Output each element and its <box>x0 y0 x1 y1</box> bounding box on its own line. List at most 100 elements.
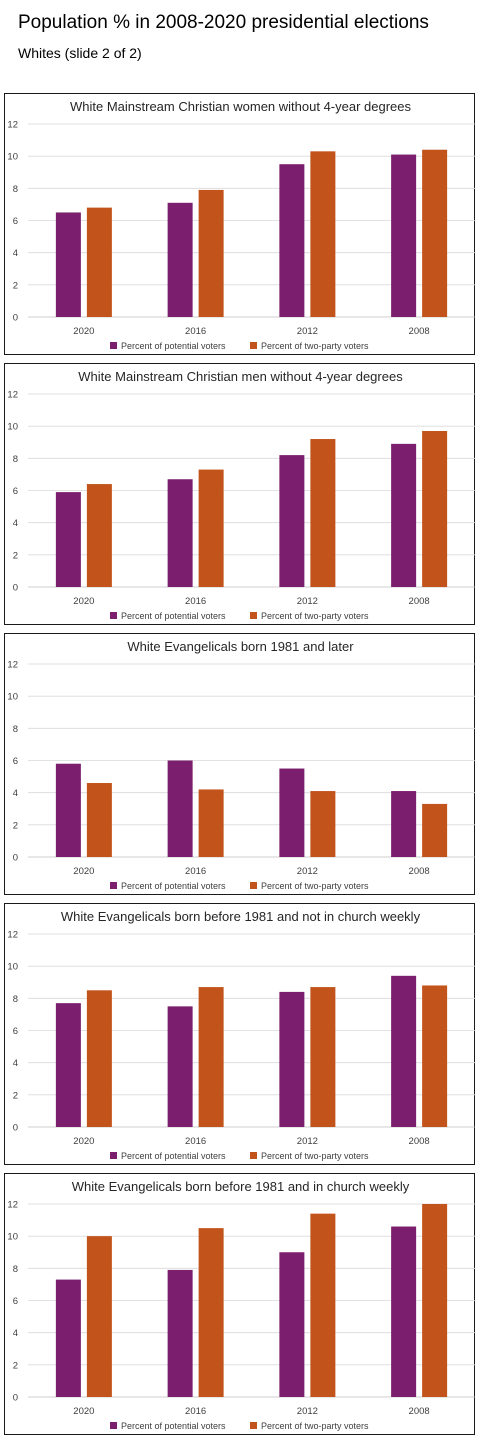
bar-potential-voters <box>391 154 417 317</box>
chart-svg: White Evangelicals born before 1981 and … <box>7 1179 475 1431</box>
x-tick-label: 2008 <box>409 1406 430 1417</box>
x-tick-label: 2016 <box>185 1136 206 1147</box>
y-tick-label: 2 <box>13 280 18 291</box>
legend-swatch <box>110 1152 117 1159</box>
bar-two-party-voters <box>86 207 112 317</box>
y-tick-label: 12 <box>7 120 18 131</box>
bar-potential-voters <box>167 479 193 587</box>
legend-swatch <box>250 882 257 889</box>
bar-potential-voters <box>55 492 81 587</box>
bar-potential-voters <box>279 455 305 587</box>
x-tick-label: 2020 <box>73 1406 94 1417</box>
chart-women-no-degree: White Mainstream Christian women without… <box>4 93 475 355</box>
y-tick-label: 10 <box>7 962 18 973</box>
bar-potential-voters <box>167 760 193 857</box>
bar-potential-voters <box>279 768 305 857</box>
bar-two-party-voters <box>422 149 448 317</box>
y-tick-label: 4 <box>13 518 18 529</box>
legend-label: Percent of two-party voters <box>261 611 369 621</box>
chart-title: White Evangelicals born 1981 and later <box>127 639 354 654</box>
chart-svg: White Mainstream Christian men without 4… <box>7 369 475 621</box>
y-tick-label: 8 <box>13 454 18 465</box>
legend-swatch <box>250 1422 257 1429</box>
y-tick-label: 10 <box>7 692 18 703</box>
x-tick-label: 2008 <box>409 326 430 337</box>
bar-potential-voters <box>55 1279 81 1397</box>
y-tick-label: 0 <box>13 313 18 324</box>
bar-two-party-voters <box>86 990 112 1127</box>
y-tick-label: 4 <box>13 788 18 799</box>
bar-two-party-voters <box>422 985 448 1127</box>
y-tick-label: 2 <box>13 820 18 831</box>
bar-potential-voters <box>391 443 417 587</box>
x-tick-label: 2012 <box>297 1406 318 1417</box>
bar-potential-voters <box>55 763 81 857</box>
legend-swatch <box>250 342 257 349</box>
chart-title: White Evangelicals born before 1981 and … <box>72 1179 410 1194</box>
legend-swatch <box>250 1152 257 1159</box>
legend-label: Percent of two-party voters <box>261 1421 369 1431</box>
chart-title: White Mainstream Christian men without 4… <box>78 369 403 384</box>
bar-two-party-voters <box>310 987 336 1127</box>
bar-two-party-voters <box>198 987 224 1127</box>
y-tick-label: 2 <box>13 550 18 561</box>
chart-title: White Evangelicals born before 1981 and … <box>61 909 421 924</box>
page-title: Population % in 2008-2020 presidential e… <box>18 12 429 33</box>
bar-potential-voters <box>167 1006 193 1127</box>
legend-label: Percent of potential voters <box>121 1421 226 1431</box>
chart-svg: White Evangelicals born before 1981 and … <box>7 909 475 1161</box>
y-tick-label: 8 <box>13 724 18 735</box>
chart-men-no-degree: White Mainstream Christian men without 4… <box>4 363 475 625</box>
y-tick-label: 6 <box>13 216 18 227</box>
y-tick-label: 12 <box>7 1200 18 1211</box>
bar-two-party-voters <box>310 151 336 317</box>
page-subtitle: Whites (slide 2 of 2) <box>18 45 142 61</box>
legend-swatch <box>110 342 117 349</box>
y-tick-label: 4 <box>13 1058 18 1069</box>
y-tick-label: 8 <box>13 994 18 1005</box>
bar-potential-voters <box>279 164 305 317</box>
x-tick-label: 2016 <box>185 866 206 877</box>
y-tick-label: 0 <box>13 1393 18 1404</box>
legend-swatch <box>110 882 117 889</box>
y-tick-label: 10 <box>7 1232 18 1243</box>
y-tick-label: 10 <box>7 422 18 433</box>
legend-swatch <box>110 612 117 619</box>
y-tick-label: 0 <box>13 853 18 864</box>
y-tick-label: 2 <box>13 1360 18 1371</box>
chart-svg: White Evangelicals born 1981 and later 0 2… <box>7 639 475 891</box>
x-tick-label: 2020 <box>73 326 94 337</box>
bar-two-party-voters <box>86 783 112 857</box>
x-tick-label: 2016 <box>185 1406 206 1417</box>
legend-swatch <box>110 1422 117 1429</box>
x-tick-label: 2012 <box>297 866 318 877</box>
y-tick-label: 12 <box>7 390 18 401</box>
bar-potential-voters <box>167 202 193 317</box>
y-tick-label: 12 <box>7 660 18 671</box>
y-tick-label: 6 <box>13 486 18 497</box>
y-tick-label: 6 <box>13 1026 18 1037</box>
bar-two-party-voters <box>422 1204 448 1397</box>
bar-two-party-voters <box>198 469 224 587</box>
bar-two-party-voters <box>310 1213 336 1397</box>
chart-svg: White Mainstream Christian women without… <box>7 99 475 351</box>
x-tick-label: 2012 <box>297 1136 318 1147</box>
y-tick-label: 6 <box>13 1296 18 1307</box>
bar-potential-voters <box>55 1003 81 1127</box>
x-tick-label: 2012 <box>297 596 318 607</box>
chart-evangelicals-weekly: White Evangelicals born before 1981 and … <box>4 1173 475 1435</box>
legend-label: Percent of two-party voters <box>261 341 369 351</box>
x-tick-label: 2016 <box>185 596 206 607</box>
y-tick-label: 8 <box>13 1264 18 1275</box>
x-tick-label: 2012 <box>297 326 318 337</box>
bar-two-party-voters <box>198 789 224 857</box>
x-tick-label: 2020 <box>73 1136 94 1147</box>
bar-potential-voters <box>279 1252 305 1397</box>
bar-potential-voters <box>167 1269 193 1397</box>
bar-two-party-voters <box>86 484 112 587</box>
x-tick-label: 2020 <box>73 866 94 877</box>
y-tick-label: 6 <box>13 756 18 767</box>
bar-potential-voters <box>391 791 417 857</box>
bar-two-party-voters <box>198 1228 224 1397</box>
bar-two-party-voters <box>422 803 448 857</box>
